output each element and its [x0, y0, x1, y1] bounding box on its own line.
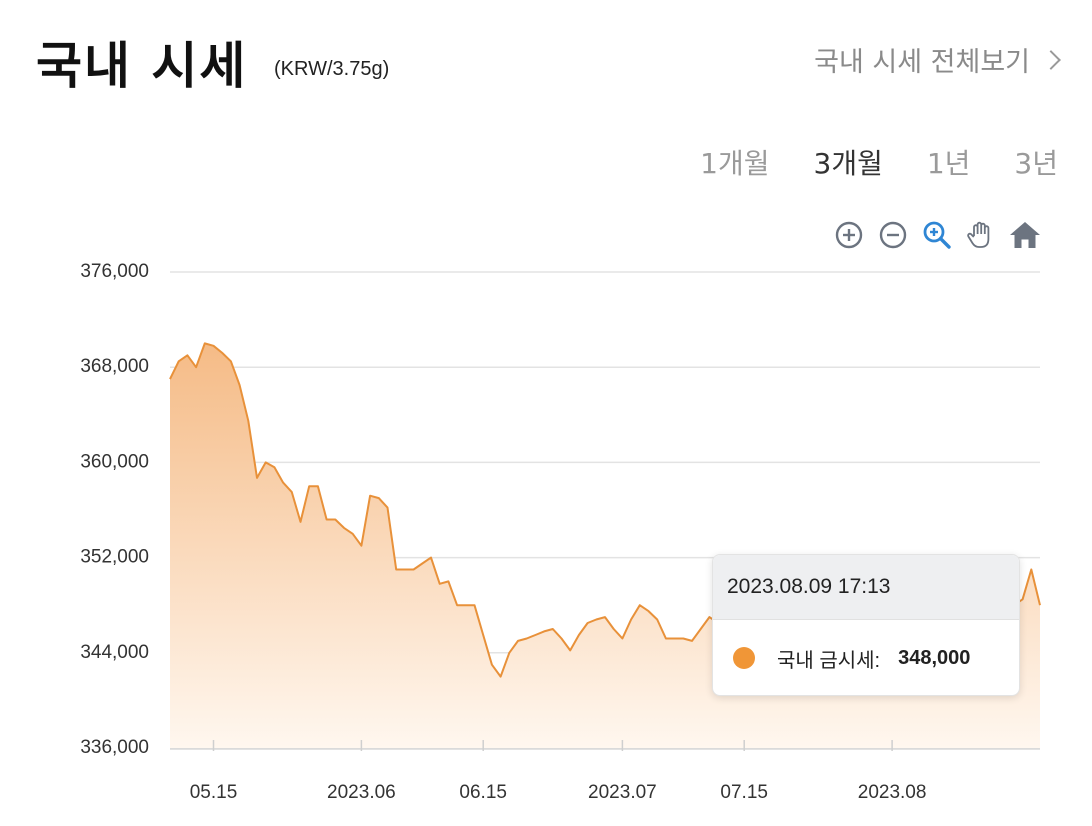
- view-all-label: 국내 시세 전체보기: [814, 47, 1030, 78]
- tooltip-series-label: 국내 금시세:: [777, 649, 881, 672]
- chart-tooltip: 2023.08.09 17:13 국내 금시세: 348,000: [712, 554, 1020, 696]
- tooltip-datetime: 2023.08.09 17:13: [713, 555, 1019, 620]
- tab-1-year[interactable]: 1년: [926, 147, 971, 180]
- page-title: 국내 시세: [36, 37, 248, 95]
- tab-1-month[interactable]: 1개월: [700, 147, 770, 180]
- view-all-link[interactable]: 국내 시세 전체보기: [814, 40, 1062, 79]
- unit-label: (KRW/3.75g): [274, 58, 390, 80]
- chart-toolbar: [832, 218, 1042, 252]
- pan-hand-icon[interactable]: [964, 218, 998, 252]
- y-tick-label: 360,000: [80, 451, 149, 472]
- home-icon[interactable]: [1008, 218, 1042, 252]
- x-tick-label: 2023.07: [588, 782, 657, 803]
- zoom-out-icon[interactable]: [876, 218, 910, 252]
- x-tick-label: 06.15: [459, 782, 507, 803]
- tab-3-years[interactable]: 3년: [1014, 147, 1058, 180]
- range-tabs: 1개월 3개월 1년 3년: [700, 142, 1058, 182]
- x-axis-ticks: [170, 740, 1040, 751]
- magnify-icon[interactable]: [920, 218, 954, 252]
- x-axis-labels: 05.15 2023.06 06.15 2023.07 07.15 2023.08: [190, 782, 927, 803]
- tooltip-value: 348,000: [898, 646, 971, 669]
- series-marker: [733, 647, 755, 669]
- y-tick-label: 376,000: [80, 261, 149, 282]
- y-tick-label: 344,000: [80, 642, 149, 663]
- y-axis-labels: 336,000 344,000 352,000 360,000 368,000 376,0…: [80, 261, 149, 758]
- y-tick-label: 368,000: [80, 356, 149, 377]
- x-tick-label: 2023.06: [327, 782, 396, 803]
- zoom-in-icon[interactable]: [832, 218, 866, 252]
- tab-3-months[interactable]: 3개월: [813, 147, 883, 180]
- x-tick-label: 07.15: [720, 782, 768, 803]
- x-tick-label: 05.15: [190, 782, 238, 803]
- y-tick-label: 336,000: [80, 737, 149, 758]
- x-tick-label: 2023.08: [858, 782, 927, 803]
- y-tick-label: 352,000: [80, 547, 149, 568]
